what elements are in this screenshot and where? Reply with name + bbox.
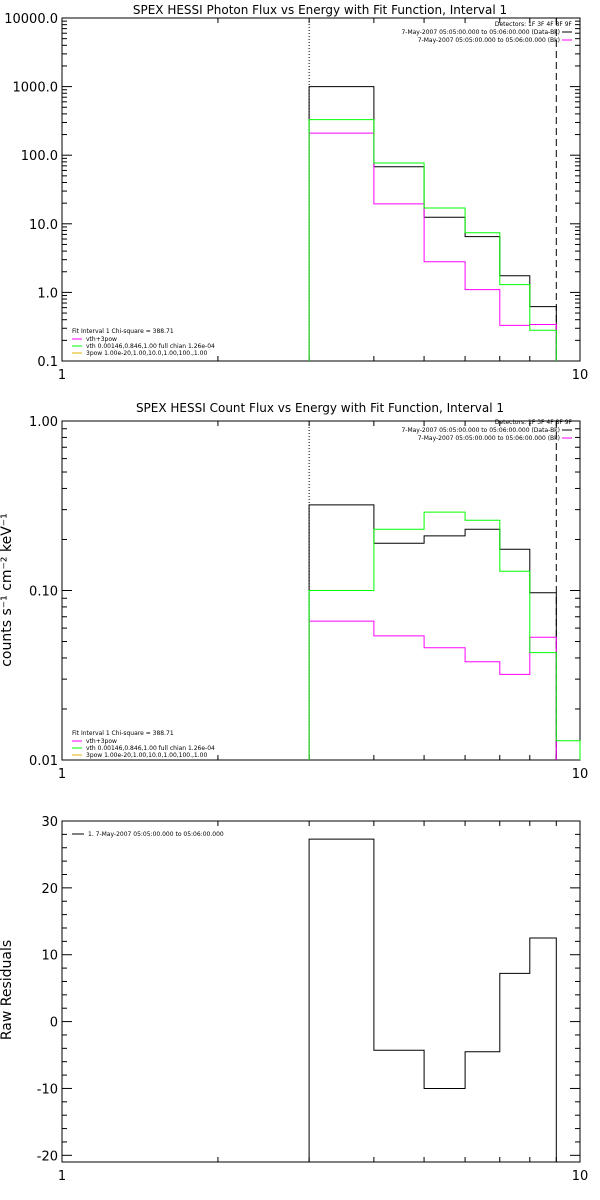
residuals-y-tick-label: 10 bbox=[41, 949, 58, 964]
count-flux-info-detectors: Detectors: 1F 3F 4F 8F 9F bbox=[495, 419, 573, 426]
photon-flux-y-tick-label: 10.0 bbox=[29, 218, 58, 233]
residuals-y-tick-label: 30 bbox=[41, 815, 58, 830]
residuals-x-tick-label: 10 bbox=[572, 1169, 589, 1184]
photon-flux-y-tick-label: 1.0 bbox=[37, 286, 58, 301]
count-flux-x-tick-label: 10 bbox=[572, 767, 589, 782]
photon-flux-info-bk: 7-May-2007 05:05:00.000 to 05:06:00.000 … bbox=[418, 37, 560, 44]
photon-flux-fit-legend: Fit Interval 1 Chi-square = 388.71 vth+3… bbox=[72, 328, 215, 357]
photon-flux-y-tick-label: 100.0 bbox=[21, 149, 58, 164]
count-flux-info: Detectors: 1F 3F 4F 8F 9F 7-May-2007 05:… bbox=[401, 419, 572, 442]
count-flux-series-bk bbox=[308, 620, 557, 760]
photon-flux-x-tick-label: 10 bbox=[572, 368, 589, 383]
residuals-y-tick-label: 0 bbox=[50, 1016, 58, 1031]
residuals-y-tick-label: -20 bbox=[37, 1149, 58, 1164]
photon-flux-fit-line-2: vth 0.00146,0.846,1.00 full chian 1.26e-… bbox=[86, 343, 215, 350]
count-flux-ylabel: counts s⁻¹ cm⁻² keV⁻¹ bbox=[0, 513, 15, 667]
photon-flux-info: Detectors: 1F 3F 4F 8F 9F 7-May-2007 05:… bbox=[401, 21, 572, 44]
count-flux-fit-line-3: 3pow 1.00e-20,1.00,10.0,1.00,100.,1.00 bbox=[86, 752, 207, 759]
photon-flux-series-data-bk bbox=[308, 86, 557, 361]
residuals-panel: Raw Residuals 1. 7-May-2007 05:05:00.000… bbox=[0, 815, 588, 1184]
residuals-y-tick-label: -10 bbox=[37, 1082, 58, 1097]
photon-flux-panel: SPEX HESSI Photon Flux vs Energy with Fi… bbox=[4, 3, 588, 383]
count-flux-x-tick-label: 1 bbox=[58, 767, 66, 782]
residuals-ylabel: Raw Residuals bbox=[0, 940, 15, 1040]
photon-flux-title: SPEX HESSI Photon Flux vs Energy with Fi… bbox=[133, 3, 507, 17]
count-flux-fit-line-1: vth+3pow bbox=[86, 738, 117, 745]
residuals-legend: 1. 7-May-2007 05:05:00.000 to 05:06:00.0… bbox=[72, 831, 224, 838]
residuals-series-residual bbox=[308, 838, 557, 1162]
count-flux-title: SPEX HESSI Count Flux vs Energy with Fit… bbox=[136, 401, 504, 415]
photon-flux-y-tick-label: 1000.0 bbox=[13, 81, 59, 96]
count-flux-y-tick-label: 0.10 bbox=[29, 585, 58, 600]
photon-flux-fit-line-3: 3pow 1.00e-20,1.00,10.0,1.00,100.,1.00 bbox=[86, 350, 207, 357]
photon-flux-info-data: 7-May-2007 05:05:00.000 to 05:06:00.000 … bbox=[401, 29, 560, 36]
photon-flux-fit-header: Fit Interval 1 Chi-square = 388.71 bbox=[72, 328, 174, 335]
photon-flux-x-tick-label: 1 bbox=[58, 368, 66, 383]
count-flux-info-bk: 7-May-2007 05:05:00.000 to 05:06:00.000 … bbox=[418, 435, 560, 442]
count-flux-panel: SPEX HESSI Count Flux vs Energy with Fit… bbox=[0, 401, 588, 782]
photon-flux-info-detectors: Detectors: 1F 3F 4F 8F 9F bbox=[495, 21, 573, 28]
photon-flux-y-tick-label: 0.1 bbox=[37, 355, 58, 370]
count-flux-fit-line-2: vth 0.00146,0.846,1.00 full chian 1.26e-… bbox=[86, 745, 215, 752]
residuals-plot-frame bbox=[61, 820, 581, 1163]
count-flux-fit-legend: Fit Interval 1 Chi-square = 388.71 vth+3… bbox=[72, 730, 215, 759]
photon-flux-fit-line-1: vth+3pow bbox=[86, 336, 117, 343]
residuals-x-tick-label: 1 bbox=[58, 1169, 66, 1184]
count-flux-y-tick-label: 0.01 bbox=[29, 754, 58, 769]
count-flux-series-vth-3pow bbox=[308, 511, 581, 760]
count-flux-fit-header: Fit Interval 1 Chi-square = 388.71 bbox=[72, 730, 174, 737]
residuals-y-tick-label: 20 bbox=[41, 882, 58, 897]
photon-flux-series-bk bbox=[308, 132, 557, 361]
photon-flux-y-tick-label: 10000.0 bbox=[4, 12, 58, 27]
residuals-legend-label: 1. 7-May-2007 05:05:00.000 to 05:06:00.0… bbox=[88, 831, 224, 838]
photon-flux-plot-frame bbox=[61, 17, 581, 362]
count-flux-series-data-bk bbox=[308, 504, 557, 760]
count-flux-info-data: 7-May-2007 05:05:00.000 to 05:06:00.000 … bbox=[401, 427, 560, 434]
photon-flux-series-vth-3pow bbox=[308, 119, 557, 361]
count-flux-y-tick-label: 1.00 bbox=[29, 415, 58, 430]
